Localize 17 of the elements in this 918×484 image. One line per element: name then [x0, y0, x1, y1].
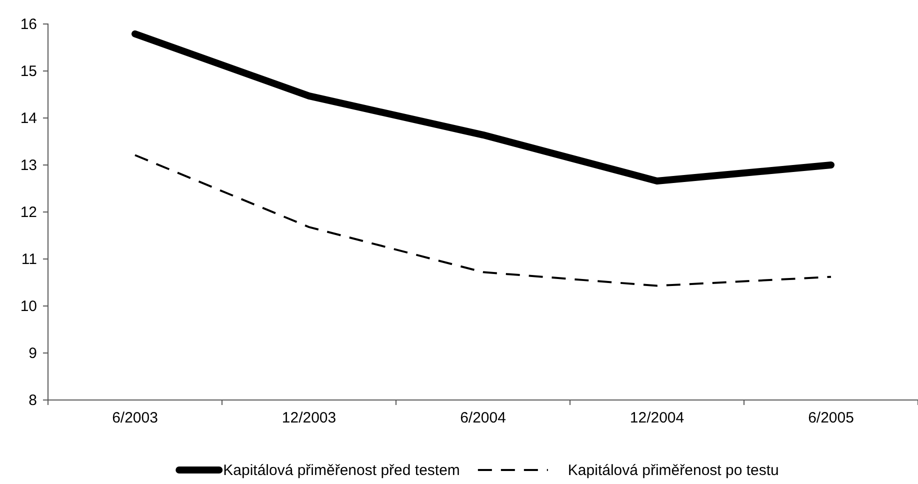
- x-tick-label: 12/2003: [282, 410, 336, 427]
- y-tick-label: 13: [20, 156, 37, 174]
- legend-label: Kapitálová přiměřenost po testu: [568, 462, 779, 479]
- y-tick-label: 15: [20, 62, 37, 80]
- y-tick-label: 8: [28, 392, 37, 409]
- line-series: [134, 154, 832, 287]
- y-tick-label: 11: [21, 250, 37, 268]
- y-tick-label: 10: [20, 298, 37, 315]
- x-tick-label: 12/2004: [630, 410, 684, 427]
- y-tick-label: 12: [20, 204, 37, 221]
- legend-label: Kapitálová přiměřenost před testem: [223, 462, 460, 479]
- y-tick-label: 9: [28, 344, 37, 362]
- x-tick-label: 6/2005: [808, 410, 854, 427]
- x-tick-label: 6/2004: [460, 410, 506, 427]
- y-tick-label: 14: [20, 110, 37, 127]
- x-tick-label: 6/2003: [112, 410, 158, 427]
- y-tick-label: 16: [20, 16, 37, 33]
